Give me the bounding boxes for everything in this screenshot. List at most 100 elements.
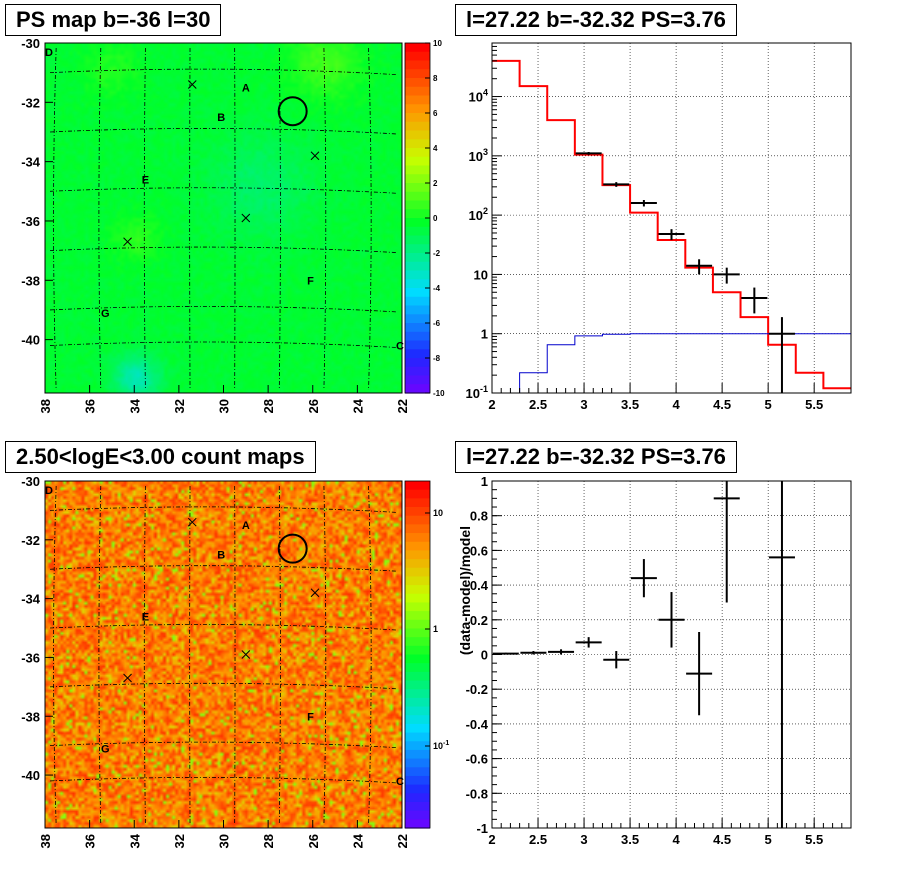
colorbar-cell (405, 620, 430, 629)
y-tick-label: -40 (21, 768, 40, 783)
source-label-A: A (242, 520, 250, 532)
colorbar-cell (405, 733, 430, 742)
colorbar-cell (405, 297, 430, 306)
residual-title: l=27.22 b=-32.32 PS=3.76 (455, 441, 737, 473)
colorbar-cell (405, 811, 430, 820)
x-tick-label: 4 (672, 397, 680, 412)
colorbar-cell (405, 271, 430, 280)
colorbar-cell (405, 698, 430, 707)
colorbar-cell (405, 174, 430, 183)
count-map-title: 2.50<logE<3.00 count maps (5, 441, 316, 473)
colorbar-cell (405, 323, 430, 332)
colorbar-cell (405, 672, 430, 681)
ps-map-title: PS map b=-36 l=30 (5, 4, 221, 36)
colorbar-cell (405, 227, 430, 236)
y-tick-label: -30 (21, 36, 40, 51)
x-tick-label: 5 (765, 397, 772, 412)
colorbar-cell (405, 367, 430, 376)
spectrum-frame (492, 43, 851, 393)
x-tick-label: 5.5 (805, 397, 823, 412)
spectrum-grid (492, 43, 851, 393)
y-tick-label: -36 (21, 214, 40, 229)
colorbar-cell (405, 507, 430, 516)
colorbar-cell (405, 681, 430, 690)
source-label-E: E (142, 174, 149, 186)
colorbar-cell (405, 157, 430, 166)
x-tick-label: 28 (261, 399, 276, 413)
colorbar-cell (405, 358, 430, 367)
colorbar-cell (405, 52, 430, 61)
colorbar-cell (405, 384, 430, 393)
colorbar-cell (405, 244, 430, 253)
x-tick-label: 24 (350, 398, 365, 413)
x-tick-label: 32 (172, 399, 187, 413)
x-tick-label: 3 (580, 397, 587, 412)
colorbar-cell (405, 166, 430, 175)
y-tick-label: -30 (21, 474, 40, 489)
colorbar-cell (405, 96, 430, 105)
source-label-B: B (217, 112, 225, 124)
y-tick-label: 104 (469, 88, 488, 105)
colorbar-cell (405, 148, 430, 157)
x-tick-label: 4.5 (713, 397, 731, 412)
colorbar-cell (405, 594, 430, 603)
colorbar-cell (405, 559, 430, 568)
colorbar-cell (405, 542, 430, 551)
colorbar-tick-label: -6 (433, 319, 441, 328)
model-source-step-line (492, 334, 851, 393)
colorbar-cell (405, 655, 430, 664)
colorbar-cell (405, 87, 430, 96)
colorbar-cell (405, 183, 430, 192)
x-tick-label: 2.5 (529, 397, 547, 412)
colorbar-cell (405, 69, 430, 78)
colorbar-cell (405, 576, 430, 585)
y-tick-label: -32 (21, 95, 40, 110)
colorbar-cell (405, 715, 430, 724)
ps-map-image (45, 43, 402, 393)
source-label-B: B (217, 550, 225, 562)
y-tick-label: 0 (481, 648, 488, 663)
source-label-G: G (101, 744, 110, 756)
x-tick-label: 3.5 (621, 832, 639, 847)
source-label-G: G (101, 308, 110, 320)
colorbar-cell (405, 785, 430, 794)
colorbar-cell (405, 314, 430, 323)
colorbar-cell (405, 209, 430, 218)
x-tick-label: 2 (488, 397, 495, 412)
colorbar-tick-label: -4 (433, 284, 441, 293)
colorbar-cell (405, 759, 430, 768)
colorbar-cell (405, 628, 430, 637)
colorbar-cell (405, 236, 430, 245)
colorbar-cell (405, 602, 430, 611)
colorbar-cell (405, 550, 430, 559)
source-label-E: E (142, 611, 149, 623)
colorbar-tick-label: -8 (433, 354, 441, 363)
colorbar-tick-label: 1 (433, 624, 438, 634)
x-tick-label: 2.5 (529, 832, 547, 847)
x-tick-label: 32 (172, 834, 187, 848)
colorbar-cell (405, 139, 430, 148)
source-label-F: F (307, 275, 314, 287)
colorbar-cell (405, 611, 430, 620)
residual-frame (492, 481, 851, 828)
source-label-A: A (242, 82, 250, 94)
colorbar-cell (405, 332, 430, 341)
colorbar-cell (405, 306, 430, 315)
model-total-step-line (492, 61, 851, 388)
y-tick-label: 10 (474, 267, 488, 282)
colorbar-tick-label: -2 (433, 249, 441, 258)
y-tick-label: -40 (21, 333, 40, 348)
source-label-D: D (45, 47, 53, 59)
x-tick-label: 24 (350, 833, 365, 848)
colorbar-cell (405, 568, 430, 577)
colorbar-cell (405, 376, 430, 385)
colorbar-cell (405, 776, 430, 785)
residual-grid (492, 481, 851, 828)
colorbar-cell (405, 201, 430, 210)
y-tick-label: -0.8 (466, 786, 488, 801)
x-tick-label: 28 (261, 834, 276, 848)
y-tick-label: 10-1 (466, 384, 488, 401)
colorbar-cell (405, 793, 430, 802)
colorbar-cell (405, 61, 430, 70)
